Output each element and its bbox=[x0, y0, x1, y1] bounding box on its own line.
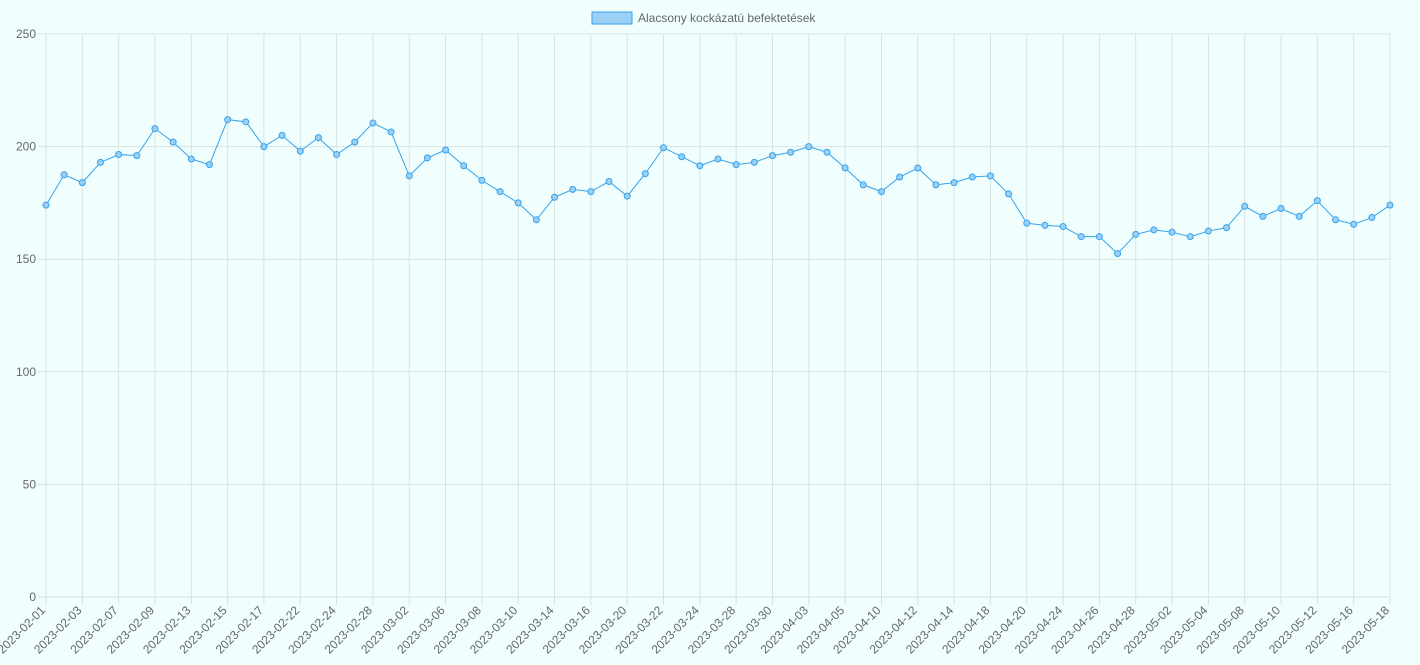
data-point[interactable] bbox=[950, 179, 958, 187]
data-point[interactable] bbox=[859, 181, 867, 189]
data-point[interactable] bbox=[1313, 197, 1321, 205]
data-point[interactable] bbox=[623, 192, 631, 200]
data-point[interactable] bbox=[1368, 214, 1376, 222]
data-point[interactable] bbox=[787, 148, 795, 156]
data-point[interactable] bbox=[187, 155, 195, 163]
data-point[interactable] bbox=[641, 170, 649, 178]
y-tick-label: 250 bbox=[16, 27, 36, 41]
grid-lines bbox=[38, 33, 1391, 605]
data-point[interactable] bbox=[768, 152, 776, 160]
data-point[interactable] bbox=[1005, 190, 1013, 198]
data-point[interactable] bbox=[60, 171, 68, 179]
data-point[interactable] bbox=[932, 181, 940, 189]
data-point[interactable] bbox=[496, 188, 504, 196]
data-point[interactable] bbox=[224, 116, 232, 124]
data-point[interactable] bbox=[660, 144, 668, 152]
data-point[interactable] bbox=[478, 176, 486, 184]
data-point[interactable] bbox=[333, 150, 341, 158]
data-point[interactable] bbox=[1259, 212, 1267, 220]
data-point[interactable] bbox=[841, 164, 849, 172]
data-point[interactable] bbox=[169, 138, 177, 146]
data-point[interactable] bbox=[1386, 201, 1394, 209]
data-point[interactable] bbox=[314, 134, 322, 142]
data-point[interactable] bbox=[551, 193, 559, 201]
data-point[interactable] bbox=[1350, 220, 1358, 228]
data-point[interactable] bbox=[968, 173, 976, 181]
data-point[interactable] bbox=[1223, 224, 1231, 232]
data-point[interactable] bbox=[986, 172, 994, 180]
data-point[interactable] bbox=[1150, 226, 1158, 234]
data-point[interactable] bbox=[260, 143, 268, 151]
data-point[interactable] bbox=[1168, 228, 1176, 236]
data-point[interactable] bbox=[387, 128, 395, 136]
data-point[interactable] bbox=[732, 161, 740, 169]
data-point[interactable] bbox=[1186, 233, 1194, 241]
legend-label[interactable]: Alacsony kockázatú befektetések bbox=[638, 11, 816, 25]
y-tick-label: 50 bbox=[23, 477, 37, 491]
data-point[interactable] bbox=[696, 162, 704, 170]
data-point[interactable] bbox=[532, 216, 540, 224]
data-point[interactable] bbox=[1059, 223, 1067, 231]
y-tick-label: 100 bbox=[16, 365, 36, 379]
y-tick-label: 150 bbox=[16, 252, 36, 266]
data-point[interactable] bbox=[205, 161, 213, 169]
y-tick-label: 200 bbox=[16, 140, 36, 154]
data-point[interactable] bbox=[1204, 227, 1212, 235]
data-point[interactable] bbox=[42, 201, 50, 209]
legend-swatch[interactable] bbox=[591, 11, 633, 25]
data-point[interactable] bbox=[605, 178, 613, 186]
series-line bbox=[45, 119, 1391, 255]
data-point[interactable] bbox=[278, 131, 286, 139]
legend[interactable]: Alacsony kockázatú befektetések bbox=[591, 11, 816, 25]
data-point[interactable] bbox=[1077, 233, 1085, 241]
data-point[interactable] bbox=[1332, 216, 1340, 224]
data-point[interactable] bbox=[1241, 202, 1249, 210]
data-point[interactable] bbox=[587, 188, 595, 196]
data-point[interactable] bbox=[423, 154, 431, 162]
data-point[interactable] bbox=[369, 119, 377, 127]
data-point[interactable] bbox=[823, 148, 831, 156]
data-point[interactable] bbox=[569, 185, 577, 193]
data-point[interactable] bbox=[805, 143, 813, 151]
data-point[interactable] bbox=[750, 158, 758, 166]
data-point[interactable] bbox=[877, 188, 885, 196]
data-point[interactable] bbox=[351, 138, 359, 146]
data-point[interactable] bbox=[514, 199, 522, 207]
data-point[interactable] bbox=[1295, 212, 1303, 220]
data-point[interactable] bbox=[405, 172, 413, 180]
data-point[interactable] bbox=[96, 158, 104, 166]
series-layer bbox=[42, 116, 1394, 258]
data-point[interactable] bbox=[1041, 221, 1049, 229]
data-point[interactable] bbox=[1114, 250, 1122, 258]
data-point[interactable] bbox=[296, 147, 304, 155]
data-point[interactable] bbox=[242, 118, 250, 126]
data-point[interactable] bbox=[460, 162, 468, 170]
data-point[interactable] bbox=[896, 173, 904, 181]
data-point[interactable] bbox=[442, 146, 450, 154]
data-point[interactable] bbox=[714, 155, 722, 163]
y-tick-label: 0 bbox=[29, 590, 36, 604]
data-point[interactable] bbox=[1277, 205, 1285, 213]
data-point[interactable] bbox=[1095, 233, 1103, 241]
data-point[interactable] bbox=[1132, 230, 1140, 238]
data-point[interactable] bbox=[78, 179, 86, 187]
data-point[interactable] bbox=[115, 150, 123, 158]
data-point[interactable] bbox=[1023, 219, 1031, 227]
data-point[interactable] bbox=[133, 152, 141, 160]
data-point[interactable] bbox=[678, 153, 686, 161]
data-point[interactable] bbox=[151, 125, 159, 133]
axes: 0501001502002502023-02-012023-02-032023-… bbox=[0, 27, 1392, 657]
data-point[interactable] bbox=[914, 164, 922, 172]
